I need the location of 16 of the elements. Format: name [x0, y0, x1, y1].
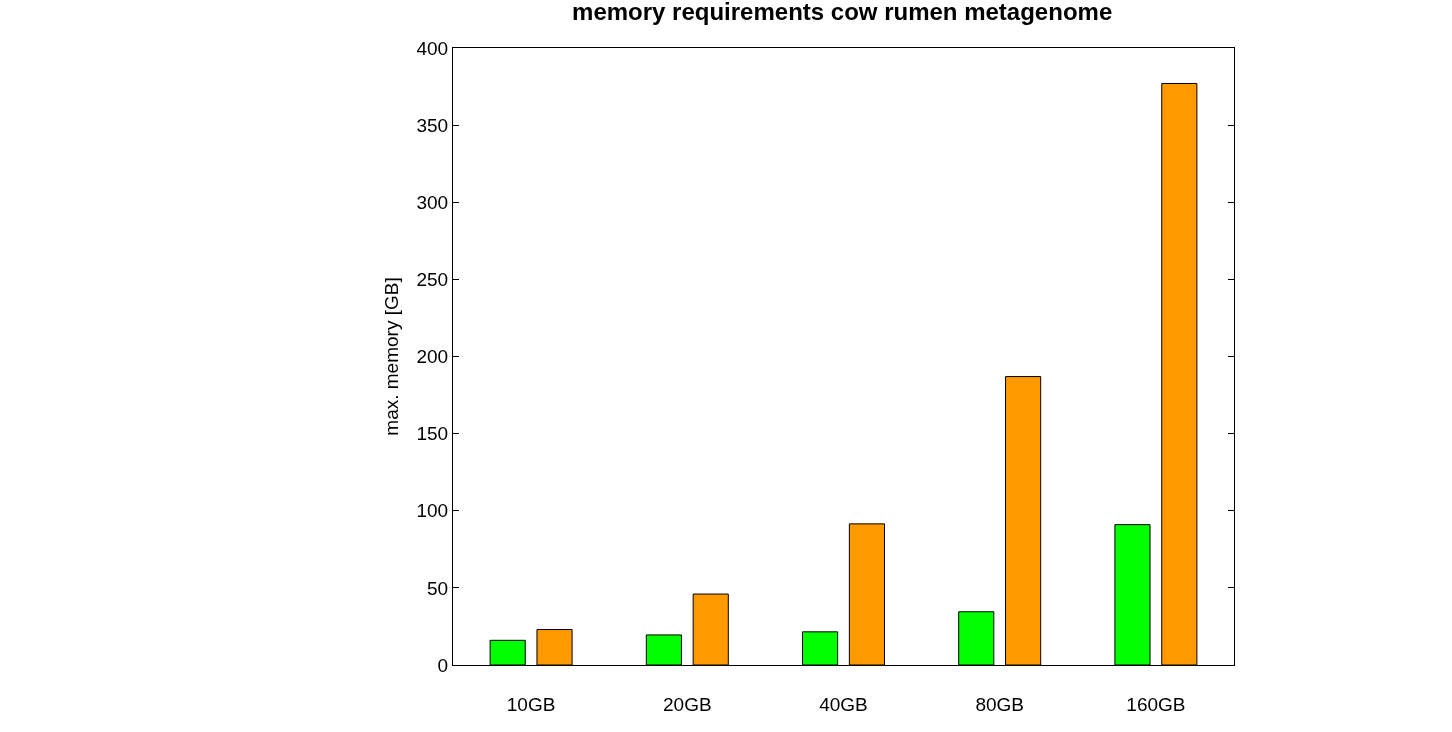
y-tick-label: 350: [416, 114, 449, 136]
x-tick-label: 40GB: [819, 693, 868, 715]
x-tick-label: 20GB: [663, 693, 712, 715]
x-tick-label: 80GB: [975, 693, 1024, 715]
y-tick-label: 200: [416, 346, 449, 368]
y-tick-label: 400: [416, 37, 449, 59]
y-tick-label: 100: [416, 500, 449, 522]
x-tick-label: 160GB: [1126, 693, 1186, 715]
chart-title: memory requirements cow rumen metagenome: [572, 0, 1113, 26]
y-tick-label: 50: [427, 577, 449, 599]
y-tick-label: 150: [416, 423, 449, 445]
y-tick-label: 300: [416, 191, 449, 213]
y-tick-label: 250: [416, 269, 449, 291]
x-tick-label: 10GB: [506, 693, 556, 715]
y-axis-title: max. memory [GB]: [381, 277, 403, 436]
y-tick-label: 0: [437, 654, 449, 676]
